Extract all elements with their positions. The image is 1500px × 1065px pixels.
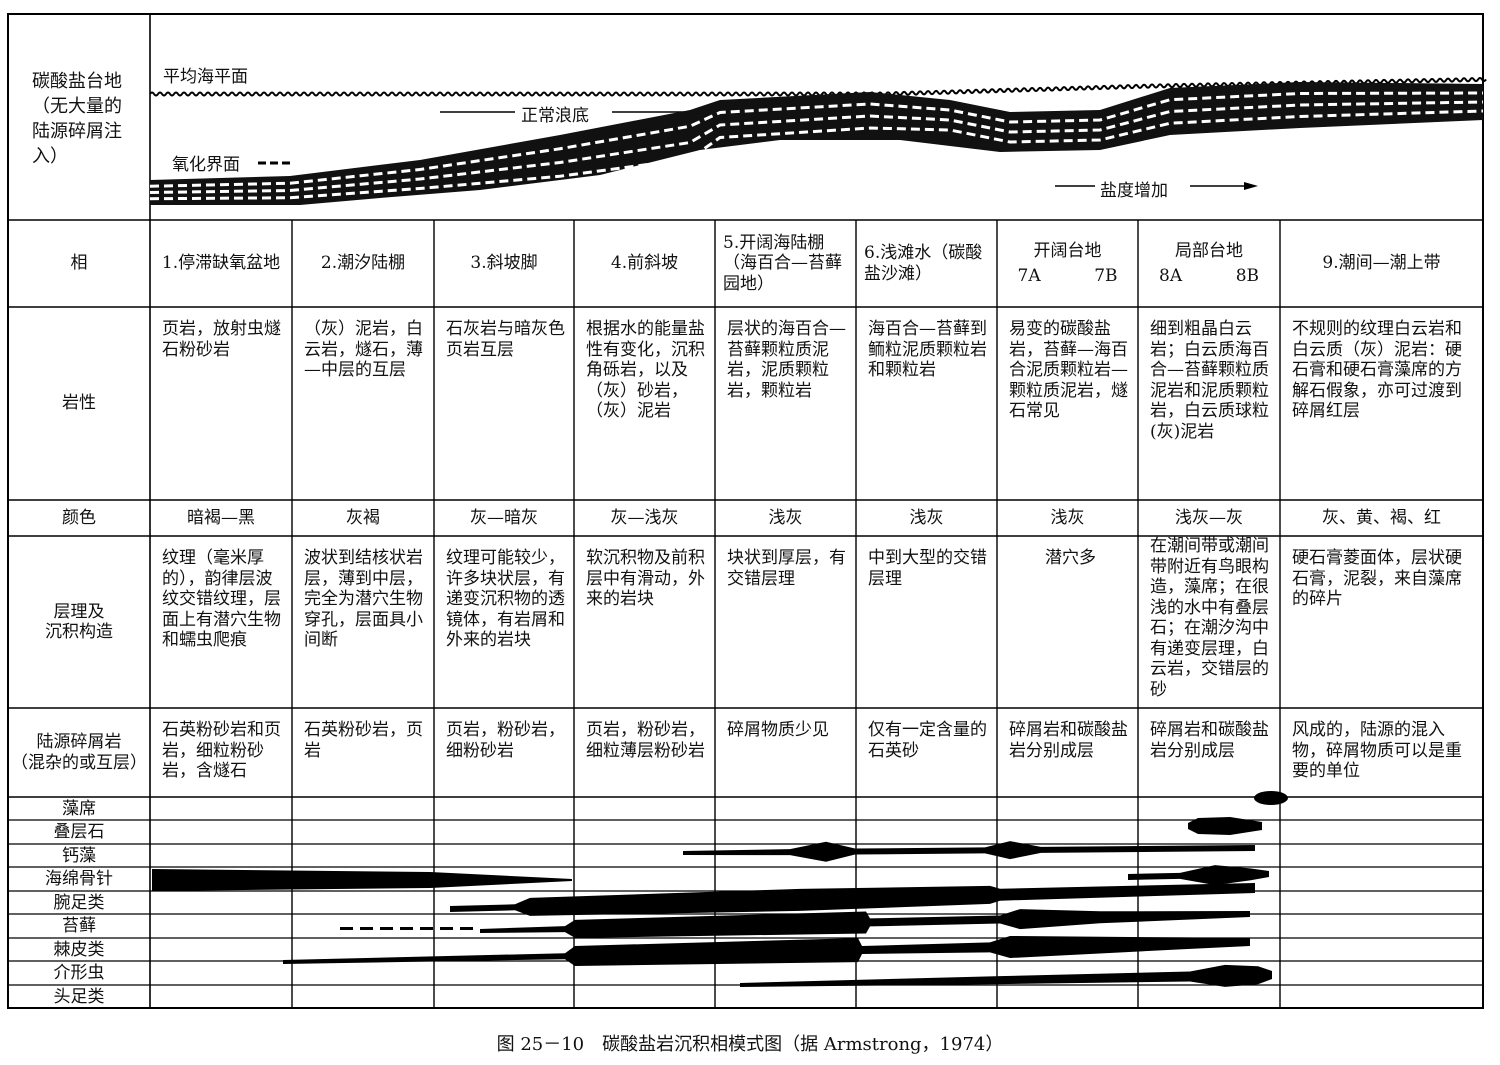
lithology-cell: （灰）泥岩，白云岩，燧石，薄—中层的互层 [304, 319, 423, 380]
row-label-structure: 层理及 沉积构造 [45, 601, 113, 643]
fossil-label: 叠层石 [53, 822, 105, 842]
fossil-range-bryozoans-dashed [360, 927, 373, 930]
terrigenous-cell: 石英粉砂岩和页岩，细粒粉砂岩，含燧石 [162, 720, 281, 781]
fossil-range-bryozoans [480, 909, 1250, 938]
fossil-range-bryozoans-dashed [400, 927, 413, 930]
fossil-range-bryozoans-dashed [380, 927, 393, 930]
lithology-cell: 细到粗晶白云岩；白云质海百合—苔藓颗粒质泥岩和泥质颗粒岩，白云质球粒(灰)泥岩 [1150, 319, 1269, 442]
facies-subdivisions: 8A 8B [1159, 266, 1259, 287]
color-cell: 暗褐—黑 [187, 507, 255, 528]
facies-header-5: 5.开阔海陆棚（海百合—苔藓园地） [723, 232, 842, 294]
lithology-cell: 根据水的能量盐性有变化，沉积角砾岩，以及（灰）砂岩，（灰）泥岩 [586, 319, 705, 421]
arrow-head-icon [1244, 182, 1258, 190]
terrigenous-cell: 碎屑物质少见 [727, 720, 829, 740]
facies-header-8: 局部台地 8A 8B [1138, 220, 1280, 307]
lithology-cell: 不规则的纹理白云岩和白云质（灰）泥岩：硬石膏和硬石膏藻席的方解石假象，亦可过渡到… [1292, 319, 1462, 421]
lithology-cell: 层状的海百合—苔藓颗粒质泥岩，泥质颗粒岩，颗粒岩 [727, 319, 846, 401]
salinity-increase-label: 盐度增加 [1100, 181, 1168, 201]
row-label-color: 颜色 [62, 507, 96, 528]
structure-cell: 在潮间带或潮间带附近有鸟眼构造，藻席；在很浅的水中有叠层石；在潮汐沟中有递变层理… [1150, 536, 1269, 700]
facies-header-6: 6.浅滩水（碳酸盐沙滩） [864, 243, 983, 284]
fossil-range-brachiopods [450, 883, 1255, 916]
facies-sub-label: 8A [1159, 265, 1183, 286]
color-cell: 灰、黄、褐、红 [1322, 507, 1441, 528]
color-cell: 浅灰 [909, 507, 944, 528]
fossil-range-calcareous-algae [683, 841, 1255, 862]
fossil-range-echinoderms [283, 936, 1250, 966]
lithology-cell: 海百合—苔藓到鲕粒泥质颗粒岩和颗粒岩 [868, 319, 987, 380]
structure-cell: 软沉积物及前积层中有滑动，外来的岩块 [586, 548, 705, 609]
fossil-label: 海绵骨针 [45, 869, 113, 889]
platform-header: 碳酸盐台地（无大量的陆源碎屑注入） [32, 71, 122, 167]
fossil-label: 介形虫 [53, 963, 105, 983]
fossil-range-bryozoans-dashed [340, 927, 353, 930]
terrigenous-cell: 仅有一定含量的石英砂 [868, 720, 987, 761]
oxidation-interface-label: 氧化界面 [172, 155, 240, 175]
fossil-range-ostracods [740, 964, 1272, 987]
terrigenous-cell: 页岩，粉砂岩，细粒薄层粉砂岩 [586, 720, 705, 761]
fossil-label: 棘皮类 [53, 940, 105, 960]
facies-header-9: 9.潮间—潮上带 [1322, 253, 1441, 274]
terrigenous-cell: 风成的，陆源的混入物，碎屑物质可以是重要的单位 [1292, 720, 1462, 781]
color-cell: 浅灰 [768, 507, 803, 528]
facies-header-title: 局部台地 [1175, 241, 1243, 261]
fossil-label: 头足类 [53, 987, 105, 1007]
color-cell: 灰—暗灰 [470, 507, 538, 528]
wave-base-label: 正常浪底 [521, 106, 589, 126]
terrigenous-cell: 碎屑岩和碳酸盐岩分别成层 [1009, 720, 1128, 761]
structure-cell: 纹理（毫米厚的），韵律层波纹交错纹理，层面上有潜穴生物和蠕虫爬痕 [162, 548, 281, 650]
facies-subdivisions: 7A 7B [1018, 266, 1118, 287]
limestone-bedding [149, 91, 1484, 188]
facies-header-4: 4.前斜坡 [610, 253, 679, 274]
facies-header-7: 开阔台地 7A 7B [997, 220, 1138, 307]
facies-header-1: 1.停滞缺氧盆地 [161, 253, 281, 274]
row-label-lithology: 岩性 [62, 393, 96, 414]
fossil-label: 钙藻 [62, 846, 96, 866]
fossil-range-algal-mat [1254, 791, 1288, 805]
structure-cell: 硬石膏菱面体，层状硬石膏，泥裂，来自藻席的碎片 [1292, 548, 1462, 609]
fossil-range-stromatolite [1188, 817, 1262, 835]
sea-level-line [149, 76, 1487, 97]
fossil-label: 藻席 [62, 799, 96, 819]
facies-sub-label: 7A [1017, 265, 1041, 286]
fossil-label: 苔藓 [62, 916, 96, 936]
carbonate-sediment-body [150, 82, 1483, 205]
sea-level-label: 平均海平面 [163, 67, 248, 87]
terrigenous-cell: 页岩，粉砂岩，细粉砂岩 [446, 720, 565, 761]
color-cell: 浅灰—灰 [1175, 507, 1243, 528]
fossil-range-sponge-spicules-2 [1128, 865, 1269, 886]
table-border [7, 13, 1484, 1009]
fossil-label: 腕足类 [53, 893, 105, 913]
facies-sub-label: 7B [1094, 265, 1118, 286]
fossil-range-bryozoans-dashed [460, 927, 473, 930]
color-cell: 灰—浅灰 [610, 507, 679, 528]
terrigenous-cell: 石英粉砂岩，页岩 [304, 720, 423, 761]
structure-cell: 波状到结核状岩层，薄到中层，完全为潜穴生物穿孔，层面具小间断 [304, 548, 423, 650]
terrigenous-cell: 碎屑岩和碳酸盐岩分别成层 [1150, 720, 1269, 761]
lithology-cell: 页岩，放射虫燧石粉砂岩 [162, 319, 281, 360]
structure-cell: 潜穴多 [1045, 548, 1096, 568]
facies-header-2: 2.潮汐陆棚 [320, 253, 406, 274]
fossil-range-sponge-spicules [152, 869, 572, 891]
figure-caption: 图 25－10 碳酸盐岩沉积相模式图（据 Armstrong，1974） [496, 1034, 1004, 1055]
fossil-range-bryozoans-dashed [420, 927, 433, 930]
row-label-facies: 相 [70, 253, 88, 274]
color-cell: 浅灰 [1050, 507, 1085, 528]
lithology-cell: 石灰岩与暗灰色页岩互层 [446, 319, 565, 360]
limestone-bedding [149, 100, 1484, 194]
color-cell: 灰褐 [346, 507, 380, 528]
structure-cell: 中到大型的交错层理 [868, 548, 987, 589]
limestone-bedding [149, 109, 1484, 201]
lithology-cell: 易变的碳酸盐岩，苔藓—海百合泥质颗粒岩—颗粒质泥岩，燧石常见 [1009, 319, 1128, 421]
structure-cell: 纹理可能较少，许多块状层，有递变沉积物的透镜体，有岩屑和外来的岩块 [446, 548, 565, 650]
fossil-range-bryozoans-dashed [440, 927, 453, 930]
structure-cell: 块状到厚层，有交错层理 [727, 548, 846, 589]
row-label-terrigenous: 陆源碎屑岩 （混杂的或互层） [11, 732, 147, 773]
facies-sub-label: 8B [1235, 265, 1259, 286]
facies-header-3: 3.斜坡脚 [470, 253, 538, 274]
facies-header-title: 开阔台地 [1033, 241, 1102, 261]
